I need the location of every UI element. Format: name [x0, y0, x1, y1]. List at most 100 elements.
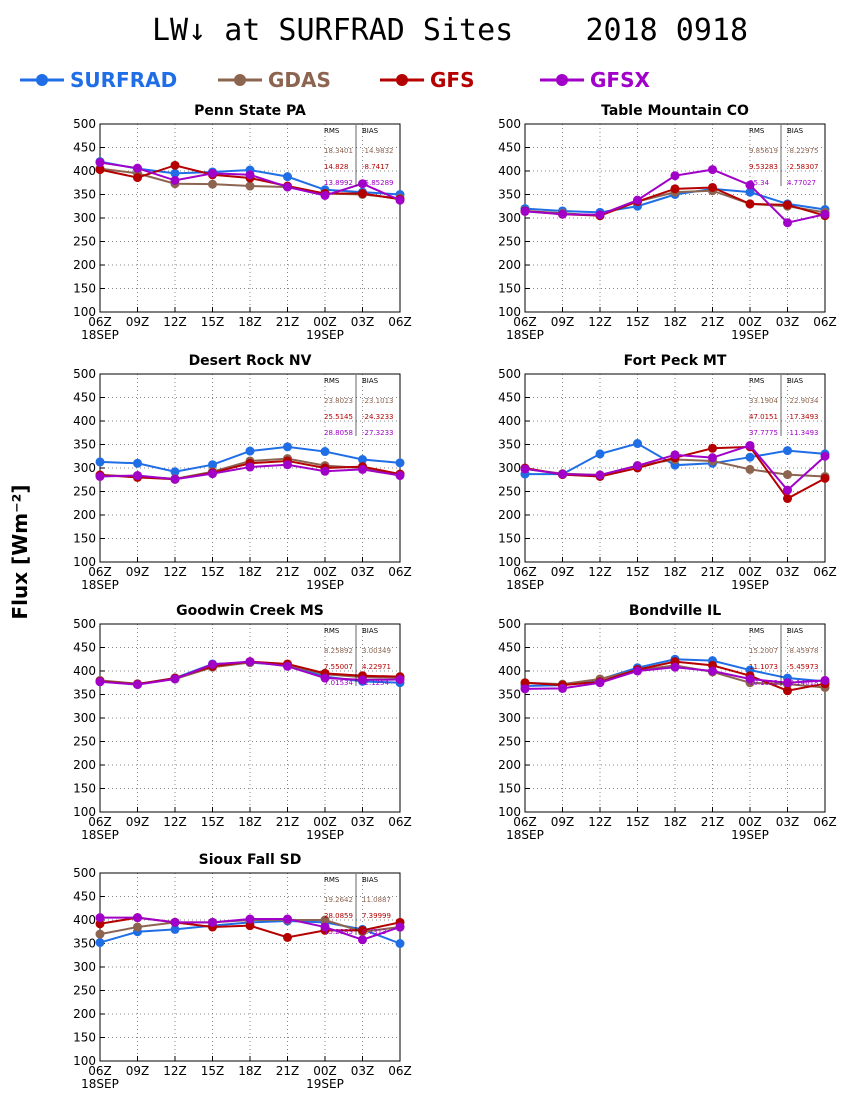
- data-point-gfsx: [133, 163, 142, 173]
- grid: [100, 374, 400, 562]
- stats-header-rms: RMS: [324, 377, 340, 385]
- y-tick-label: 400: [498, 664, 521, 678]
- stats-rms-gdas: 15.2007: [749, 647, 778, 655]
- data-point-surfrad: [395, 939, 405, 948]
- y-tick-label: 350: [73, 937, 96, 951]
- x-date-label: 18SEP: [506, 578, 544, 592]
- stats-table: RMS BIAS 8.25892 3.00349 7.55007 4.22971 7.015…: [324, 625, 391, 687]
- x-tick-label: 21Z: [276, 1064, 300, 1078]
- panel-title: Penn State PA: [194, 103, 306, 119]
- data-point-gfsx: [95, 677, 105, 687]
- data-point-surfrad: [170, 924, 180, 934]
- stats-header-bias: BIAS: [787, 377, 804, 385]
- panel-title: Table Mountain CO: [601, 103, 749, 119]
- data-point-gfs: [245, 921, 255, 931]
- x-tick-label: 00Z: [313, 565, 337, 579]
- data-point-surfrad: [95, 457, 105, 467]
- stats-header-bias: BIAS: [362, 127, 379, 135]
- stats-rms-gdas: 18.3401: [324, 147, 353, 155]
- data-point-gfs: [708, 182, 717, 192]
- y-tick-label: 400: [498, 414, 521, 428]
- y-tick-label: 250: [73, 235, 96, 249]
- data-point-gfsx: [245, 914, 255, 924]
- y-tick-label: 350: [498, 688, 521, 702]
- x-tick-label: 15Z: [201, 815, 225, 829]
- data-point-gfsx: [358, 179, 367, 189]
- x-tick-label: 18Z: [663, 815, 687, 829]
- grid: [525, 624, 825, 812]
- data-point-gfsx: [745, 180, 755, 190]
- data-point-gdas: [95, 929, 105, 939]
- data-point-gfsx: [170, 175, 180, 185]
- y-tick-label: 200: [498, 758, 521, 772]
- data-point-gfsx: [820, 675, 830, 685]
- series-gfsx: [520, 165, 830, 228]
- stats-bias-gdas: 3.00349: [362, 647, 391, 655]
- stats-rms-gfs: 14.828: [324, 163, 349, 171]
- data-point-gfsx: [820, 451, 830, 461]
- x-tick-label: 09Z: [126, 1064, 150, 1078]
- x-tick-label: 00Z: [313, 815, 337, 829]
- panel-sioux-fall-sd: Sioux Fall SD 100 150 200 250 300 350 400 450 500…: [73, 852, 412, 1091]
- data-point-gfs: [820, 473, 830, 483]
- data-point-gfsx: [670, 450, 680, 460]
- stats-rms-gdas: 19.2642: [324, 896, 353, 904]
- y-tick-label: 200: [73, 508, 96, 522]
- data-point-gfsx: [595, 210, 605, 220]
- stats-header-rms: RMS: [749, 627, 765, 635]
- data-point-gfs: [708, 443, 717, 453]
- data-point-gfsx: [170, 917, 180, 927]
- data-point-gfsx: [520, 684, 530, 694]
- panel-title: Fort Peck MT: [624, 353, 727, 369]
- grid: [100, 624, 400, 812]
- x-tick-label: 15Z: [626, 315, 650, 329]
- x-tick-label: 18Z: [238, 315, 262, 329]
- y-tick-label: 500: [73, 617, 96, 631]
- x-tick-label: 18Z: [238, 565, 262, 579]
- data-point-gfs: [670, 184, 680, 194]
- x-tick-label: 21Z: [701, 815, 725, 829]
- x-tick-label: 06Z: [813, 815, 837, 829]
- x-date-label: 18SEP: [506, 328, 544, 342]
- y-tick-label: 100: [73, 805, 96, 819]
- stats-rms-gfsx: 13.8992: [324, 179, 353, 187]
- x-date-label: 19SEP: [306, 578, 344, 592]
- stats-header-rms: RMS: [749, 127, 765, 135]
- x-tick-label: 03Z: [351, 565, 375, 579]
- stats-header-bias: BIAS: [362, 377, 379, 385]
- legend-marker-gdas: [234, 74, 246, 86]
- data-point-surfrad: [595, 449, 605, 459]
- data-point-gfsx: [745, 674, 755, 684]
- data-point-gfs: [783, 686, 792, 696]
- data-point-gfsx: [558, 683, 567, 693]
- data-point-gfsx: [558, 469, 567, 479]
- y-tick-label: 500: [498, 117, 521, 131]
- x-tick-label: 00Z: [313, 1064, 337, 1078]
- stats-table: RMS BIAS 33.1904 -22.9034 47.0151 -17.3493 37.…: [749, 375, 819, 437]
- data-point-gfsx: [708, 666, 717, 676]
- stats-header-rms: RMS: [749, 377, 765, 385]
- data-point-gfsx: [395, 195, 405, 205]
- data-point-gfsx: [358, 464, 367, 474]
- data-point-gfsx: [633, 461, 642, 471]
- x-tick-label: 21Z: [701, 315, 725, 329]
- x-date-label: 19SEP: [731, 578, 769, 592]
- x-tick-label: 09Z: [126, 315, 150, 329]
- y-tick-label: 350: [73, 188, 96, 202]
- x-tick-label: 03Z: [351, 315, 375, 329]
- data-point-surfrad: [358, 455, 367, 465]
- legend-label-gfs: GFS: [430, 68, 474, 92]
- data-point-gfsx: [670, 662, 680, 672]
- y-tick-label: 100: [73, 305, 96, 319]
- panel-title: Goodwin Creek MS: [176, 603, 324, 619]
- stats-rms-gfs: 9.53283: [749, 163, 778, 171]
- panel-penn-state-pa: Penn State PA 100 150 200 250 300 350 400 450 500…: [73, 103, 412, 342]
- x-tick-label: 12Z: [163, 1064, 187, 1078]
- y-tick-label: 100: [498, 555, 521, 569]
- y-tick-label: 150: [498, 282, 521, 296]
- data-point-surfrad: [170, 467, 180, 477]
- stats-bias-gfs: -5.45973: [787, 663, 818, 671]
- panels: Penn State PA 100 150 200 250 300 350 400 450 500…: [73, 103, 837, 1091]
- panel-fort-peck-mt: Fort Peck MT 100 150 200 250 300 350 400 450 500 0…: [498, 353, 837, 592]
- y-tick-label: 400: [498, 164, 521, 178]
